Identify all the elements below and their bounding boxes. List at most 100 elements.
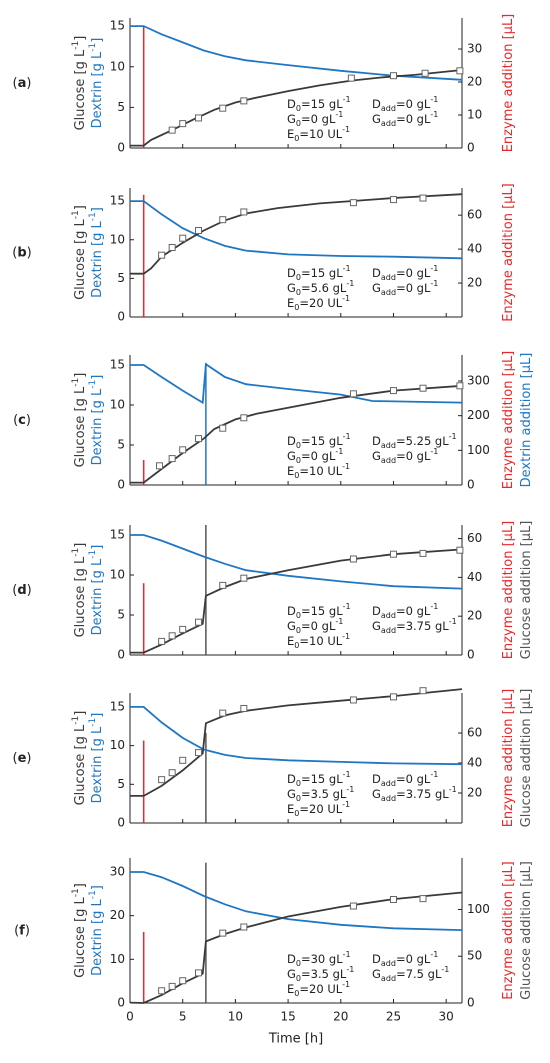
text-part: Glucose [g L: [73, 386, 88, 467]
y-tick-label: 0: [117, 648, 125, 662]
text-part: -1: [449, 617, 457, 626]
text-part: =0 gL: [396, 266, 431, 280]
text-part: add: [381, 611, 396, 620]
measurement: [158, 987, 166, 995]
measurement: [240, 97, 248, 105]
text-part: -1: [88, 212, 98, 221]
text-part: -1: [88, 43, 98, 52]
y-axis-label: Dextrin [g L-1]: [88, 375, 105, 466]
panel-label: (a): [13, 76, 32, 91]
text-part: ]: [73, 543, 88, 548]
measurement: [195, 969, 203, 977]
text-part: 0: [296, 959, 301, 968]
text-part: G: [287, 449, 296, 463]
measurement: [389, 895, 397, 903]
measurement: [195, 435, 203, 443]
text-part: =15 gL: [301, 604, 343, 618]
y2-tick-label: 20: [467, 276, 482, 290]
y2-tick-label: 200: [467, 408, 490, 422]
annotation: Dadd=0 gL-1: [372, 95, 438, 113]
y2-axis-label: Glucose addition [µL]: [519, 521, 534, 660]
text-part: (: [13, 751, 18, 766]
y2-tick-label: 50: [467, 949, 482, 963]
text-part: G: [287, 619, 296, 633]
text-part: Dextrin addition [µL]: [519, 353, 534, 488]
annotation: D0=15 gL-1: [287, 432, 351, 450]
y2-axis-label: Enzyme addition [µL]: [501, 861, 516, 1000]
y2-tick-label: 20: [467, 609, 482, 623]
annotation: G0=5.6 gL-1: [287, 279, 354, 297]
text-part: =7.5 gL: [396, 967, 442, 981]
text-part: add: [381, 119, 396, 128]
text-part: =10 UL: [299, 634, 342, 648]
annotation: Gadd=3.75 gL-1: [372, 617, 457, 635]
panel-label: (b): [12, 245, 31, 260]
y-axis-label: Dextrin [g L-1]: [88, 207, 105, 298]
y-tick-label: 15: [110, 19, 125, 33]
model-line: [130, 25, 463, 81]
text-part: Enzyme addition [µL]: [501, 521, 516, 660]
annotation: E0=10 UL-1: [287, 462, 350, 480]
text-part: ): [27, 583, 32, 598]
text-part: d: [17, 583, 26, 598]
annotation: Gadd=7.5 gL-1: [372, 965, 449, 983]
measurement: [219, 424, 227, 432]
y2-tick-label: 300: [467, 374, 490, 388]
text-part: G: [287, 967, 296, 981]
y2-tick-label: 10: [467, 108, 482, 122]
text-part: D: [287, 952, 296, 966]
measurement: [456, 67, 464, 75]
text-part: b: [17, 245, 26, 260]
measurement: [456, 382, 464, 390]
text-part: E: [287, 296, 294, 310]
y-tick-label: 5: [117, 438, 125, 452]
x-axis-label: Time [h]: [268, 1032, 323, 1047]
text-part: ]: [73, 373, 88, 378]
text-part: G: [372, 281, 381, 295]
measurement: [195, 226, 203, 234]
text-part: D: [287, 772, 296, 786]
y-tick-label: 5: [117, 608, 125, 622]
text-part: G: [287, 281, 296, 295]
text-part: -1: [343, 432, 351, 441]
text-part: e: [18, 751, 27, 766]
y-tick-label: 10: [110, 952, 125, 966]
measurement: [349, 199, 357, 207]
text-part: =15 gL: [301, 772, 343, 786]
text-part: -1: [430, 602, 438, 611]
text-part: c: [18, 413, 26, 428]
annotation: D0=15 gL-1: [287, 264, 351, 282]
panel-label: (f): [14, 923, 30, 938]
y-tick-label: 20: [110, 908, 125, 922]
model-line: [130, 362, 463, 405]
annotation: D0=15 gL-1: [287, 770, 351, 788]
measurement: [349, 696, 357, 704]
text-part: ]: [90, 545, 105, 550]
text-part: -1: [88, 890, 98, 899]
y2-tick-label: 20: [467, 75, 482, 89]
text-part: -1: [335, 447, 343, 456]
text-part: Glucose [g L: [73, 556, 88, 637]
text-part: ]: [73, 711, 88, 716]
annotation: Dadd=0 gL-1: [372, 770, 438, 788]
text-part: Glucose [g L: [73, 49, 88, 130]
y-axis-label: Glucose [g L-1]: [71, 711, 88, 806]
measurement: [179, 234, 187, 242]
y-axis-label: Dextrin [g L-1]: [88, 885, 105, 976]
y-axis-label: Dextrin [g L-1]: [88, 38, 105, 129]
text-part: -1: [430, 950, 438, 959]
text-part: (: [12, 583, 17, 598]
text-part: add: [381, 626, 396, 635]
y-tick-label: 5: [117, 271, 125, 285]
text-part: ): [26, 76, 31, 91]
text-part: Glucose [g L: [73, 219, 88, 300]
annotation: Gadd=3.75 gL-1: [372, 785, 457, 803]
text-part: =15 gL: [301, 266, 343, 280]
text-part: 0: [296, 794, 301, 803]
text-part: D: [372, 952, 381, 966]
text-part: D: [372, 266, 381, 280]
model-line: [130, 871, 463, 931]
text-part: Enzyme addition [µL]: [501, 183, 516, 322]
text-part: G: [372, 112, 381, 126]
